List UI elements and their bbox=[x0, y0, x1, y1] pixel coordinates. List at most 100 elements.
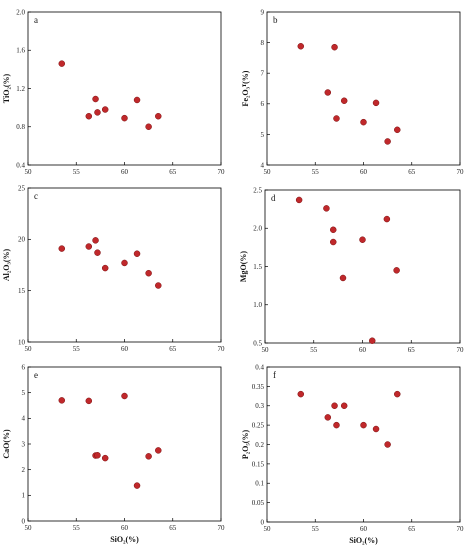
y-tick-label: 0 bbox=[22, 517, 26, 525]
x-tick-label: 55 bbox=[312, 525, 320, 533]
y-axis-label: Fe₂O₃ᵀ(%) bbox=[241, 70, 250, 106]
data-point bbox=[155, 447, 162, 454]
data-point bbox=[85, 112, 93, 120]
data-point bbox=[394, 390, 401, 398]
data-point bbox=[297, 390, 305, 398]
y-tick-label: 0.05 bbox=[252, 499, 265, 507]
data-point bbox=[101, 264, 109, 272]
x-tick-label: 55 bbox=[73, 345, 81, 353]
y-tick-label: 1.0 bbox=[253, 301, 262, 309]
x-tick-label: 60 bbox=[121, 168, 129, 176]
x-tick-label: 65 bbox=[169, 345, 177, 353]
x-tick-label: 60 bbox=[360, 168, 368, 176]
y-tick-label: 2.5 bbox=[253, 186, 262, 194]
x-tick-label: 65 bbox=[408, 346, 416, 354]
y-tick-label: 0.35 bbox=[252, 383, 265, 391]
data-point bbox=[384, 441, 391, 448]
x-tick-label: 65 bbox=[408, 525, 416, 533]
panel-letter: d bbox=[271, 193, 276, 203]
data-point bbox=[133, 96, 141, 104]
plot-frame bbox=[266, 11, 461, 166]
data-point bbox=[297, 43, 305, 50]
panel-letter: f bbox=[273, 370, 276, 380]
data-point bbox=[331, 43, 338, 51]
x-tick-label: 70 bbox=[218, 168, 226, 176]
data-point bbox=[331, 402, 338, 409]
panel-b: 50 55 60 65 70 4 5 6 7 8 9b Fe₂O₃ᵀ(%) bbox=[241, 8, 464, 176]
data-point bbox=[340, 97, 348, 104]
y-tick-label: 0.1 bbox=[255, 480, 264, 488]
x-tick-label: 65 bbox=[169, 168, 177, 176]
data-point bbox=[359, 236, 366, 243]
x-axis-label: SiO₂(%) bbox=[110, 535, 139, 544]
x-tick-label: 65 bbox=[408, 168, 416, 176]
data-point bbox=[133, 482, 141, 489]
y-tick-label: 2 bbox=[22, 466, 26, 474]
data-point bbox=[121, 114, 128, 122]
data-point bbox=[339, 274, 347, 282]
x-tick-label: 70 bbox=[457, 346, 465, 354]
y-tick-label: 0.5 bbox=[253, 339, 262, 347]
data-point bbox=[295, 196, 303, 204]
data-point bbox=[360, 421, 367, 429]
data-point bbox=[360, 118, 367, 126]
y-tick-label: 25 bbox=[18, 184, 26, 192]
panel-letter: e bbox=[34, 370, 38, 380]
panel-letter: a bbox=[34, 15, 38, 25]
y-tick-label: 5 bbox=[22, 389, 26, 397]
y-tick-label: 0.4 bbox=[16, 161, 25, 169]
data-point bbox=[393, 267, 400, 274]
data-point bbox=[58, 397, 66, 404]
y-tick-label: 2.0 bbox=[253, 225, 262, 233]
data-point bbox=[121, 392, 128, 400]
y-tick-label: 3 bbox=[22, 440, 26, 448]
y-tick-label: 0.3 bbox=[255, 402, 264, 410]
data-point bbox=[330, 238, 337, 246]
data-point bbox=[58, 60, 66, 67]
data-point bbox=[383, 215, 391, 223]
y-tick-label: 0.25 bbox=[252, 422, 265, 430]
y-tick-label: 20 bbox=[18, 236, 26, 244]
panel-f: 50 55 60 65 70 0 0.05 0.1 0.15 0.2 0.25 0.3 0.35 0.4 f… bbox=[241, 363, 464, 545]
y-tick-label: 10 bbox=[18, 338, 26, 346]
data-point bbox=[324, 414, 332, 421]
data-point bbox=[340, 402, 348, 409]
x-axis-label: SiO₂(%) bbox=[349, 536, 378, 545]
x-tick-label: 60 bbox=[359, 346, 367, 354]
x-tick-label: 70 bbox=[457, 525, 465, 533]
y-axis-label: CaO(%) bbox=[2, 429, 11, 459]
x-tick-label: 60 bbox=[121, 524, 129, 532]
y-tick-label: 15 bbox=[18, 287, 26, 295]
data-point bbox=[85, 397, 93, 405]
y-tick-label: 2.0 bbox=[16, 8, 25, 16]
y-tick-label: 7 bbox=[261, 70, 265, 78]
plot-frame bbox=[27, 11, 222, 166]
panel-e: 50 55 60 65 70 0 1 2 3 4 5 6e CaO(%) SiO₂(%) bbox=[2, 363, 225, 544]
data-point bbox=[85, 243, 93, 250]
y-tick-label: 0.2 bbox=[255, 441, 264, 449]
x-tick-label: 60 bbox=[121, 345, 129, 353]
data-point bbox=[330, 226, 337, 234]
data-point bbox=[101, 106, 109, 113]
data-point bbox=[324, 89, 332, 96]
panel-a: 50 55 60 65 70 0.4 0.8 1.2 1.6 2.0 a TiO₂(%) bbox=[2, 8, 225, 176]
panel-d: 50 55 60 65 70 0.5 1.0 1.5 2.0 2.5 d MgO(%) bbox=[239, 186, 464, 354]
y-tick-label: 8 bbox=[261, 39, 265, 47]
data-point bbox=[133, 250, 141, 257]
data-point bbox=[92, 237, 99, 244]
y-tick-label: 1 bbox=[22, 492, 26, 500]
panel-c: 50 55 60 65 70 10 15 20 25 c Al₂O₃(%) bbox=[2, 184, 225, 353]
data-point bbox=[372, 99, 380, 107]
y-axis-label: Al₂O₃(%) bbox=[2, 248, 11, 281]
y-tick-label: 6 bbox=[261, 100, 265, 108]
plot-frame bbox=[264, 189, 461, 344]
x-tick-label: 55 bbox=[73, 168, 81, 176]
data-point bbox=[145, 269, 152, 277]
y-tick-label: 1.2 bbox=[16, 85, 25, 93]
x-tick-label: 50 bbox=[25, 345, 33, 353]
data-point bbox=[145, 453, 152, 460]
x-tick-label: 50 bbox=[25, 168, 33, 176]
data-point bbox=[94, 109, 101, 116]
data-point bbox=[155, 112, 162, 120]
